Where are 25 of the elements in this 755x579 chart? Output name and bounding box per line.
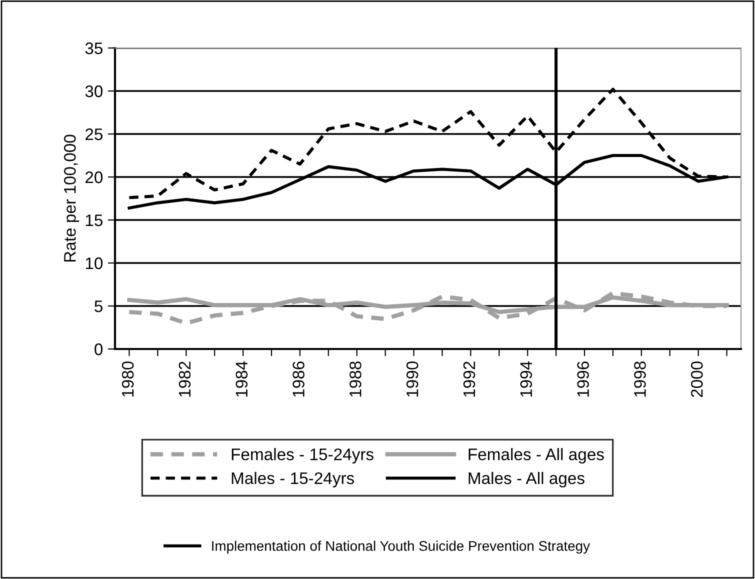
legend-label: Females - All ages — [468, 448, 604, 464]
x-tick-label: 1982 — [178, 362, 191, 397]
x-tick-label: 1992 — [463, 362, 476, 397]
y-tick-label: 30 — [85, 85, 103, 98]
x-tick-label: 1990 — [406, 361, 418, 397]
y-tick-label: 0 — [94, 343, 103, 356]
x-tick-label: 2000 — [690, 361, 703, 398]
y-tick-label: 25 — [85, 128, 102, 140]
y-tick-label: 20 — [85, 171, 103, 184]
y-tick-label: 35 — [85, 42, 102, 54]
legend-label: Males - 15-24yrs — [232, 472, 354, 488]
y-tick-label: 5 — [94, 300, 102, 312]
y-axis-title: Rate per 100,000 — [64, 134, 80, 262]
legend-label: Implementation of National Youth Suicide Prevention Strategy — [212, 540, 590, 554]
x-tick-label: 1986 — [292, 362, 304, 397]
x-tick-label: 1984 — [236, 361, 248, 397]
x-tick-label: 1988 — [350, 362, 362, 397]
y-tick-label: 15 — [86, 214, 102, 226]
x-tick-label: 1996 — [577, 362, 589, 397]
legend-label: Males - All ages — [468, 472, 584, 488]
y-tick-label: 10 — [86, 257, 103, 270]
x-tick-label: 1994 — [520, 361, 532, 397]
x-tick-label: 1998 — [634, 362, 646, 397]
legend-label: Females - 15-24yrs — [232, 448, 374, 464]
x-tick-label: 1980 — [122, 361, 134, 397]
